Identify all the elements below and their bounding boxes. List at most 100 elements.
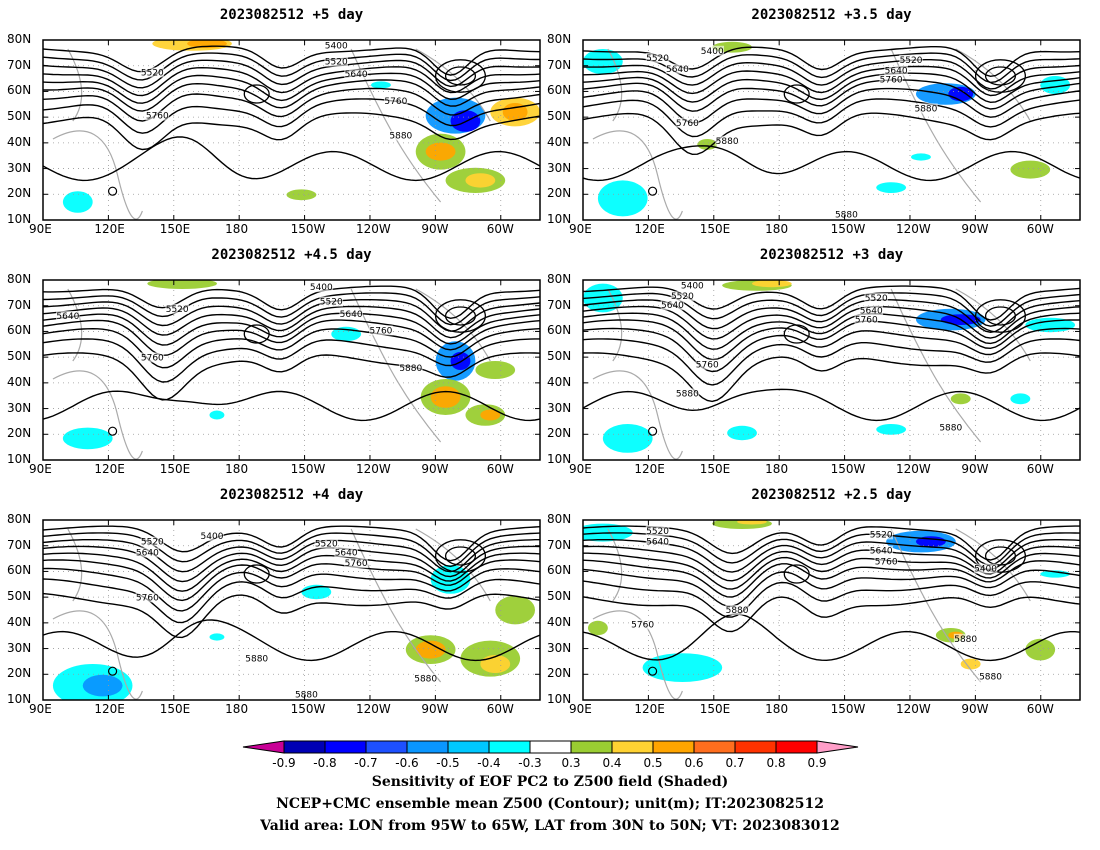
contour-label: 5640 (870, 547, 893, 557)
colorbar-min-arrow (242, 740, 285, 754)
panel-title-5: 2023082512 +4 day (219, 487, 364, 503)
lat-tick-label: 80N (547, 512, 572, 526)
contour-label: 5760 (146, 112, 169, 122)
lat-tick-label: 30N (7, 160, 32, 175)
contour-label: 5640 (661, 301, 684, 311)
lat-tick-label: 70N (7, 57, 32, 72)
contour-label: 5400 (310, 283, 333, 293)
contour-label: 5880 (295, 691, 318, 701)
contour-label: 5760 (875, 557, 898, 567)
lat-tick-label: 10N (7, 212, 32, 226)
contour-label: 5520 (141, 538, 164, 548)
contour-label: 5640 (345, 70, 368, 80)
lat-tick-label: 60N (7, 83, 32, 98)
lat-tick-label: 30N (547, 400, 572, 415)
contour-label: 5880 (726, 606, 749, 616)
lat-tick-label: 50N (547, 349, 572, 364)
lat-tick-label: 30N (547, 640, 572, 655)
lon-tick-label: 90E (29, 462, 52, 476)
colorbar-label: -0.6 (395, 756, 418, 770)
lat-tick-label: 20N (547, 426, 572, 441)
contour-label: 5880 (245, 655, 268, 665)
lon-tick-label: 180 (765, 222, 789, 236)
colorbar-label: 0.7 (725, 756, 744, 770)
colorbar-label: 0.6 (684, 756, 703, 770)
lon-tick-label: 120W (895, 222, 931, 236)
colorbar-label: -0.4 (477, 756, 500, 770)
lat-tick-label: 70N (547, 297, 572, 312)
colorbar-segment (652, 740, 695, 754)
caption-line-3: Valid area: LON from 95W to 65W, LAT fro… (260, 818, 840, 834)
lon-tick-label: 90W (421, 462, 449, 476)
contour-label: 5640 (340, 310, 363, 320)
lat-tick-label: 60N (547, 323, 572, 338)
lon-tick-label: 150E (699, 222, 731, 236)
contour-label: 5760 (855, 316, 878, 326)
contour-label: 5880 (835, 211, 858, 221)
lat-tick-label: 80N (7, 272, 32, 286)
colorbar-segment (324, 740, 367, 754)
contour-label: 5880 (676, 389, 699, 399)
lat-tick-label: 80N (547, 32, 572, 46)
contour-label: 5760 (141, 353, 164, 363)
contour-label: 5520 (865, 294, 888, 304)
lat-tick-label: 40N (547, 134, 572, 149)
lon-tick-label: 120E (94, 462, 125, 476)
colorbar-segment (488, 740, 531, 754)
lon-tick-label: 120E (94, 702, 125, 716)
contour-label: 5520 (166, 305, 189, 315)
colorbar-segment (529, 740, 572, 754)
lat-tick-label: 70N (7, 537, 32, 552)
lat-tick-label: 80N (7, 32, 32, 46)
lon-tick-label: 150W (290, 702, 326, 716)
lon-tick-label: 180 (765, 702, 789, 716)
lon-tick-label: 180 (225, 702, 249, 716)
lon-tick-label: 60W (1026, 222, 1054, 236)
colorbar-segment (283, 740, 326, 754)
contour-label: 5520 (646, 527, 669, 537)
colorbar-segment (693, 740, 736, 754)
colorbar-label: -0.7 (354, 756, 377, 770)
lat-tick-label: 60N (7, 563, 32, 578)
lon-tick-label: 60W (1026, 702, 1054, 716)
lon-tick-label: 150W (830, 462, 866, 476)
contour-label: 5880 (939, 424, 962, 434)
panel-title-6: 2023082512 +2.5 day (751, 487, 912, 503)
contour-label: 5400 (974, 565, 997, 575)
lat-tick-label: 50N (547, 109, 572, 124)
contour-label: 5760 (631, 620, 654, 630)
lat-tick-label: 30N (7, 400, 32, 415)
panel-title-2: 2023082512 +3.5 day (751, 7, 912, 23)
panel-title-1: 2023082512 +5 day (219, 7, 364, 23)
contour-label: 5640 (56, 312, 79, 322)
colorbar-label: -0.5 (436, 756, 459, 770)
lat-tick-label: 50N (547, 589, 572, 604)
contour-label: 5640 (335, 548, 358, 558)
contour-label: 5640 (646, 538, 669, 548)
lat-tick-label: 70N (547, 537, 572, 552)
contour-label: 5520 (320, 298, 343, 308)
colorbar-max-arrow (816, 740, 859, 754)
contour-label: 5400 (701, 47, 724, 57)
lon-tick-label: 150E (159, 702, 191, 716)
lon-tick-label: 150E (159, 222, 191, 236)
contour-label: 5880 (716, 137, 739, 147)
colorbar-segment (447, 740, 490, 754)
lon-tick-label: 120W (355, 702, 391, 716)
lon-tick-label: 120E (634, 222, 665, 236)
lat-tick-label: 20N (7, 666, 32, 681)
lat-tick-label: 20N (547, 666, 572, 681)
lon-tick-label: 90W (961, 222, 989, 236)
contour-label: 5640 (885, 67, 908, 77)
colorbar-segment (406, 740, 449, 754)
contour-label: 5640 (136, 548, 159, 558)
lon-tick-label: 90E (569, 222, 592, 236)
lon-tick-label: 120E (634, 702, 665, 716)
contour-label: 5520 (671, 292, 694, 302)
contour-label: 5520 (870, 530, 893, 540)
contour-label: 5520 (900, 56, 923, 66)
lon-tick-label: 90E (569, 462, 592, 476)
lat-tick-label: 30N (7, 640, 32, 655)
colorbar-segment (570, 740, 613, 754)
contour-label: 5880 (954, 635, 977, 645)
